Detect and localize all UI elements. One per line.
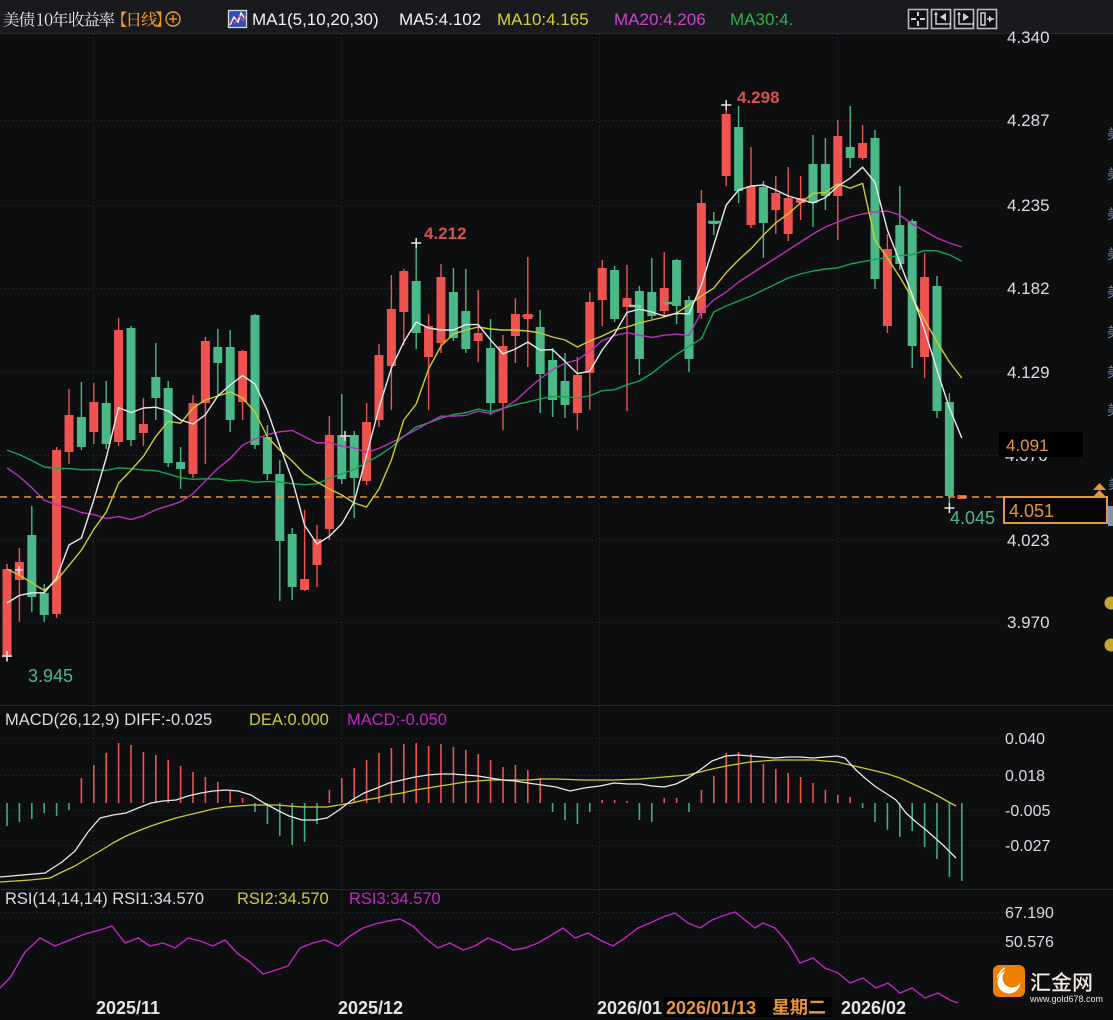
svg-text:0.040: 0.040 <box>1005 731 1045 748</box>
svg-text:RSI(14,14,14) RSI1:34.570: RSI(14,14,14) RSI1:34.570 <box>5 890 204 908</box>
svg-text:DEA:0.000: DEA:0.000 <box>249 711 329 729</box>
svg-text:4.298: 4.298 <box>737 88 780 107</box>
svg-text:MA5:4.102: MA5:4.102 <box>399 10 481 29</box>
svg-text:MA1(5,10,20,30): MA1(5,10,20,30) <box>252 10 379 29</box>
svg-text:4.091: 4.091 <box>1006 436 1049 455</box>
svg-text:3.970: 3.970 <box>1007 613 1050 632</box>
svg-text:MACD(26,12,9) DIFF:-0.025: MACD(26,12,9) DIFF:-0.025 <box>5 711 212 729</box>
svg-text:4.287: 4.287 <box>1007 111 1050 130</box>
svg-text:4.045: 4.045 <box>950 508 995 528</box>
svg-text:-0.027: -0.027 <box>1005 838 1050 855</box>
svg-text:4.182: 4.182 <box>1007 279 1050 298</box>
svg-text:4.212: 4.212 <box>424 224 467 243</box>
svg-text:www.gold678.com: www.gold678.com <box>1029 994 1103 1004</box>
svg-text:4.340: 4.340 <box>1007 28 1050 47</box>
svg-text:2026/02: 2026/02 <box>841 998 906 1018</box>
svg-text:2026/01: 2026/01 <box>597 998 662 1018</box>
svg-text:MACD:-0.050: MACD:-0.050 <box>347 711 447 729</box>
svg-text:50.576: 50.576 <box>1005 934 1054 951</box>
svg-text:MA20:4.206: MA20:4.206 <box>614 10 706 29</box>
svg-text:3.945: 3.945 <box>28 666 73 686</box>
svg-text:-0.005: -0.005 <box>1005 803 1050 820</box>
svg-text:2026/01/13: 2026/01/13 <box>666 998 756 1018</box>
svg-text:RSI2:34.570: RSI2:34.570 <box>237 890 329 908</box>
svg-text:RSI3:34.570: RSI3:34.570 <box>349 890 441 908</box>
svg-text:0.018: 0.018 <box>1005 768 1045 785</box>
svg-text:4.023: 4.023 <box>1007 531 1050 550</box>
svg-text:2025/12: 2025/12 <box>338 998 403 1018</box>
svg-text:MA10:4.165: MA10:4.165 <box>497 10 589 29</box>
svg-text:4.051: 4.051 <box>1009 501 1054 521</box>
svg-text:4.235: 4.235 <box>1007 196 1050 215</box>
svg-text:2025/11: 2025/11 <box>96 998 160 1018</box>
svg-text:MA30:4.: MA30:4. <box>730 10 793 29</box>
svg-text:4.129: 4.129 <box>1007 363 1050 382</box>
svg-text:67.190: 67.190 <box>1005 905 1054 922</box>
